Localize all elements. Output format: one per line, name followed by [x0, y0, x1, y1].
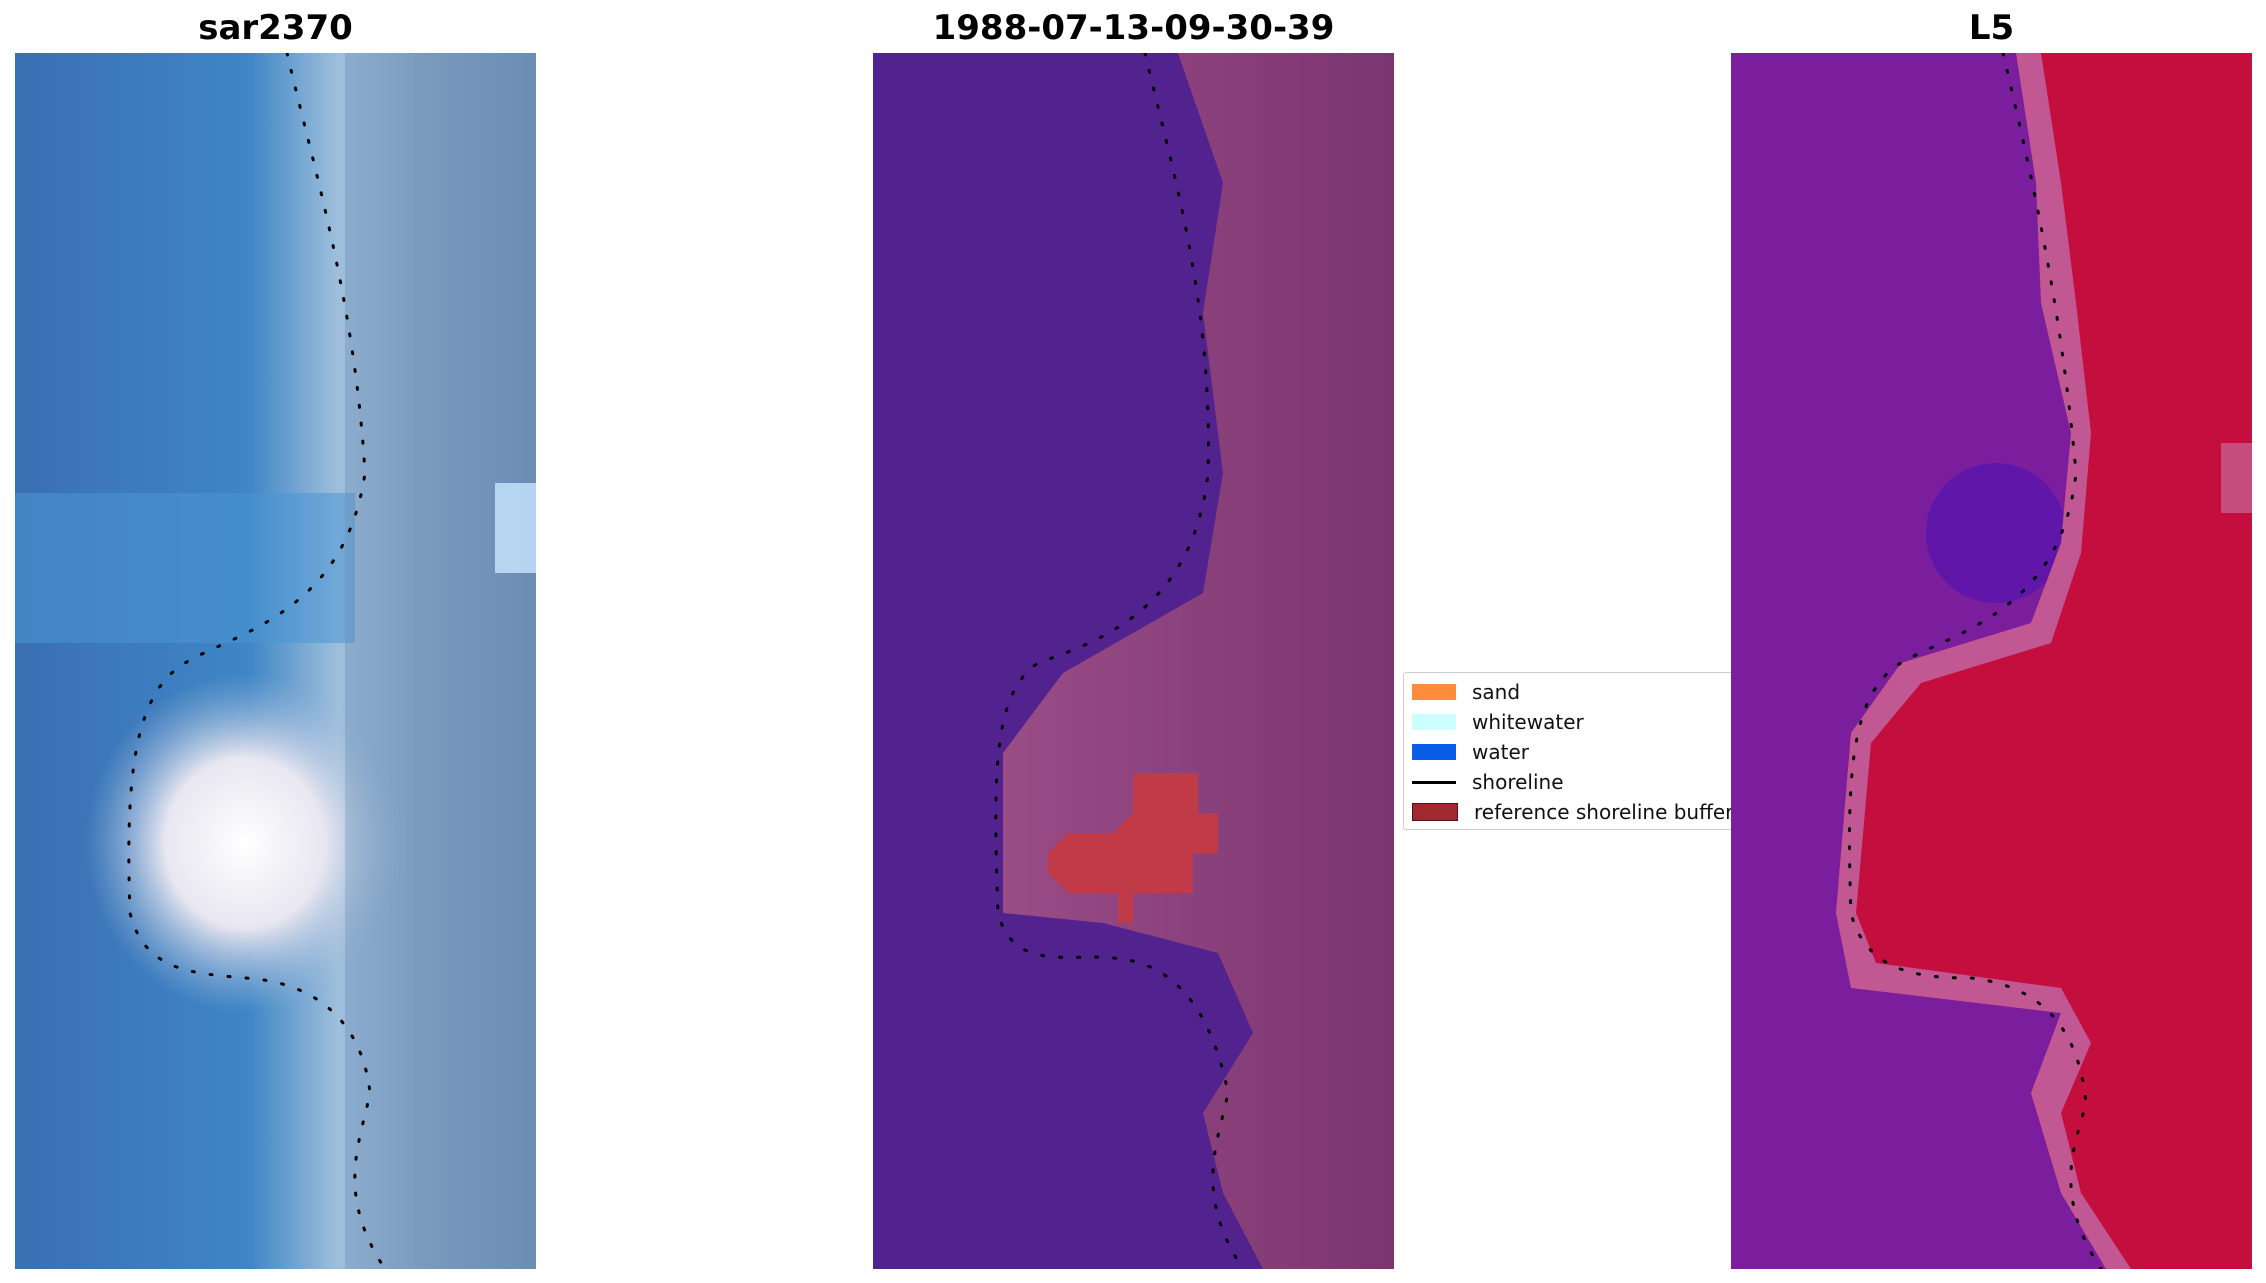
legend-item-water: water: [1412, 739, 1529, 765]
legend-label: water: [1472, 740, 1529, 764]
panel-title: 1988-07-13-09-30-39: [932, 8, 1335, 48]
rgb-image: [15, 53, 536, 1269]
legend-item-shoreline: shoreline: [1412, 769, 1564, 795]
panel-title: L5: [1968, 8, 2015, 48]
legend-label: reference shoreline buffer: [1474, 800, 1734, 824]
legend: sand whitewater water shoreline referenc…: [1403, 672, 1735, 830]
shoreline-dots: [994, 53, 1245, 1269]
classified-image: [873, 53, 1394, 1269]
reference-buffer-swatch: [1412, 803, 1458, 821]
legend-item-whitewater: whitewater: [1412, 709, 1584, 735]
index-image: [1731, 53, 2252, 1269]
shoreline-dots: [127, 53, 387, 1269]
water-swatch: [1412, 744, 1456, 760]
panel-title: sar2370: [198, 8, 353, 48]
legend-item-reference-buffer: reference shoreline buffer: [1412, 799, 1733, 825]
legend-label: shoreline: [1472, 770, 1564, 794]
sand-swatch: [1412, 684, 1456, 700]
shoreline-dots: [1847, 53, 2103, 1269]
rgb-whitewater-patch: [85, 673, 405, 1013]
rgb-bright-pixel: [495, 483, 536, 573]
rgb-background: [15, 53, 536, 1269]
index-dark-water: [1926, 463, 2066, 603]
legend-label: sand: [1472, 680, 1521, 704]
shoreline-line-swatch: [1412, 780, 1456, 784]
legend-label: whitewater: [1472, 710, 1584, 734]
rgb-image-svg: [15, 53, 536, 1269]
classified-image-svg: [873, 53, 1394, 1269]
rgb-bright-water: [15, 493, 355, 643]
reference-shoreline-buffer-region: [1048, 773, 1218, 923]
whitewater-swatch: [1412, 714, 1456, 730]
classified-land: [1003, 53, 1394, 1269]
legend-item-sand: sand: [1412, 679, 1520, 705]
index-land: [1836, 53, 2252, 1269]
rgb-land-strip: [345, 53, 536, 1269]
index-image-svg: [1731, 53, 2252, 1269]
index-bright-pixel: [2221, 443, 2252, 513]
index-transition-band: [1836, 53, 2131, 1269]
